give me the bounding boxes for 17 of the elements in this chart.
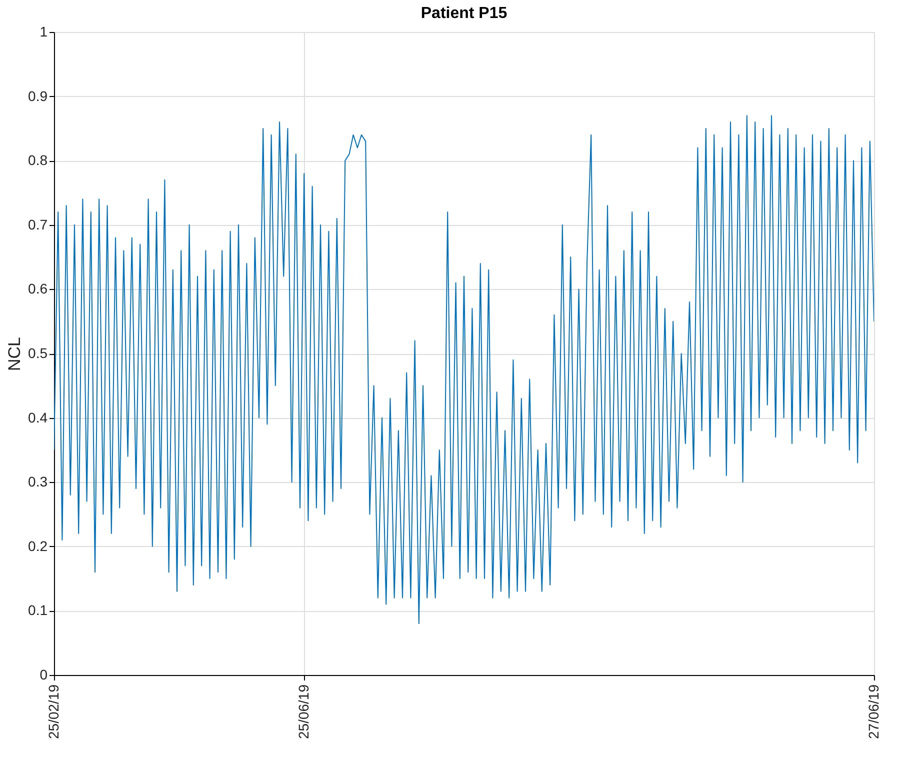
- x-tick-label: 25/06/19: [296, 684, 312, 739]
- y-axis-title: NCL: [5, 336, 24, 372]
- y-tick-label: 0.4: [28, 409, 48, 426]
- y-tick-label: 0.8: [28, 152, 48, 168]
- y-tick-label: 0.6: [28, 280, 48, 297]
- y-tick-label: 0.1: [28, 602, 48, 618]
- y-tick-label: 0.9: [28, 88, 48, 104]
- y-tick-label: 0.3: [28, 474, 48, 490]
- chart-title: Patient P15: [420, 5, 508, 22]
- x-tick-label: 27/06/19: [866, 684, 882, 739]
- y-tick-label: 0: [40, 666, 48, 682]
- y-tick-label: 0.7: [28, 216, 48, 232]
- y-tick-label: 1: [40, 24, 48, 40]
- line-series: [54, 115, 874, 624]
- x-tick-label: 25/02/19: [46, 684, 62, 739]
- y-tick-label: 0.5: [28, 345, 48, 361]
- y-tick-label: 0.2: [28, 538, 48, 554]
